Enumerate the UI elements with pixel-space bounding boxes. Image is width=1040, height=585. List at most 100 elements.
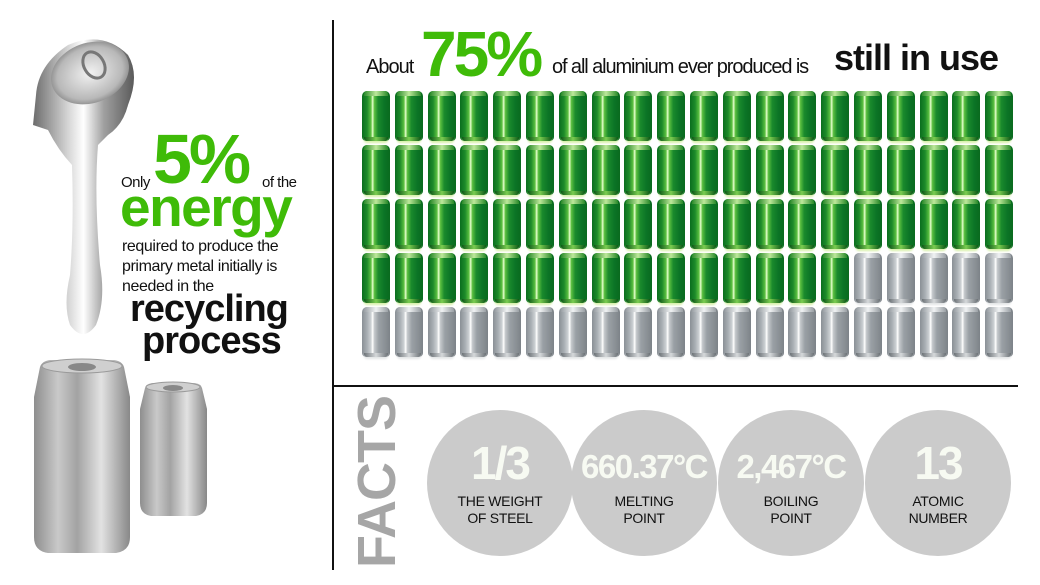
green-can-icon (985, 91, 1014, 141)
green-can-icon (493, 145, 522, 195)
process-heading: process (142, 320, 282, 362)
silver-can-icon (722, 307, 751, 357)
description-line: needed in the (122, 278, 214, 295)
silver-can-icon (886, 307, 915, 357)
fact-label-line: POINT (623, 510, 665, 526)
green-can-icon (985, 145, 1014, 195)
green-can-icon (558, 253, 587, 303)
green-can-icon (362, 253, 390, 303)
silver-can-icon (624, 307, 653, 357)
green-can-icon (722, 253, 751, 303)
green-can-icon (624, 253, 653, 303)
silver-can-icon (952, 253, 981, 303)
silver-can-icon (657, 307, 686, 357)
green-can-icon (722, 91, 751, 141)
silver-can-icon (854, 253, 882, 303)
fact-label: BOILING POINT (718, 493, 864, 527)
green-can-icon (526, 253, 554, 303)
green-can-icon (886, 145, 915, 195)
fact-label-line: NUMBER (908, 510, 968, 526)
large-can-image (30, 357, 134, 557)
green-can-icon (755, 145, 784, 195)
green-can-icon (427, 199, 456, 249)
green-can-icon (427, 145, 456, 195)
silver-can-icon (854, 307, 882, 357)
of-the-text: of the (262, 174, 297, 191)
green-can-icon (755, 253, 784, 303)
green-can-icon (690, 145, 718, 195)
green-can-icon (821, 253, 850, 303)
silver-can-icon (919, 253, 948, 303)
fact-label-line: THE WEIGHT (457, 493, 543, 509)
fact-label-line: MELTING (614, 493, 674, 509)
green-can-icon (788, 199, 817, 249)
silver-can-icon (985, 307, 1014, 357)
silver-can-icon (755, 307, 784, 357)
fact-label: THE WEIGHT OF STEEL (427, 493, 573, 527)
green-can-icon (558, 199, 587, 249)
green-can-icon (558, 145, 587, 195)
recycling-heading: recycling (130, 288, 289, 330)
silver-can-icon (526, 307, 554, 357)
green-can-icon (985, 199, 1014, 249)
green-can-icon (460, 253, 489, 303)
green-can-icon (886, 91, 915, 141)
green-can-icon (788, 145, 817, 195)
energy-description: required to produce the primary metal in… (122, 237, 322, 297)
green-can-icon (427, 91, 456, 141)
fact-label: MELTING POINT (571, 493, 717, 527)
green-can-icon (821, 91, 850, 141)
description-line: primary metal initially is (122, 258, 277, 275)
green-can-icon (394, 145, 423, 195)
green-can-icon (394, 253, 423, 303)
green-can-icon (591, 253, 620, 303)
green-can-icon (690, 253, 718, 303)
green-can-icon (854, 199, 882, 249)
green-can-icon (591, 199, 620, 249)
silver-can-icon (493, 307, 522, 357)
green-can-icon (952, 91, 981, 141)
green-can-icon (788, 253, 817, 303)
green-can-icon (854, 91, 882, 141)
silver-can-icon (394, 307, 423, 357)
fact-circle-weight: 1/3 THE WEIGHT OF STEEL (427, 410, 573, 556)
green-can-icon (690, 91, 718, 141)
green-can-icon (624, 145, 653, 195)
silver-can-icon (985, 253, 1014, 303)
silver-can-icon (427, 307, 456, 357)
facts-title-text: FACTS (347, 395, 407, 568)
silver-can-icon (460, 307, 489, 357)
green-can-icon (591, 145, 620, 195)
green-can-icon (591, 91, 620, 141)
green-can-icon (526, 145, 554, 195)
fact-value: 13 (914, 437, 963, 489)
silver-can-icon (591, 307, 620, 357)
headline-middle-text: of all aluminium ever produced is (552, 56, 809, 78)
fact-circle-atomic-number: 13 ATOMIC NUMBER (865, 410, 1011, 556)
green-can-icon (526, 91, 554, 141)
fact-label: ATOMIC NUMBER (865, 493, 1011, 527)
green-can-icon (657, 145, 686, 195)
green-can-icon (919, 199, 948, 249)
green-can-icon (526, 199, 554, 249)
green-can-icon (362, 145, 390, 195)
fact-circle-melting-point: 660.37°C MELTING POINT (571, 410, 717, 556)
silver-can-icon (558, 307, 587, 357)
fact-label-line: POINT (770, 510, 812, 526)
green-can-icon (394, 199, 423, 249)
green-can-icon (722, 145, 751, 195)
green-can-icon (493, 253, 522, 303)
green-can-icon (854, 145, 882, 195)
green-can-icon (919, 91, 948, 141)
green-can-icon (460, 91, 489, 141)
fact-label-line: BOILING (763, 493, 819, 509)
fact-circle-boiling-point: 2,467°C BOILING POINT (718, 410, 864, 556)
green-can-icon (755, 91, 784, 141)
green-can-icon (919, 145, 948, 195)
green-can-icon (493, 91, 522, 141)
silver-can-icon (690, 307, 718, 357)
horizontal-divider (332, 385, 1018, 387)
vertical-divider (332, 20, 334, 570)
green-can-icon (821, 199, 850, 249)
green-can-icon (460, 145, 489, 195)
